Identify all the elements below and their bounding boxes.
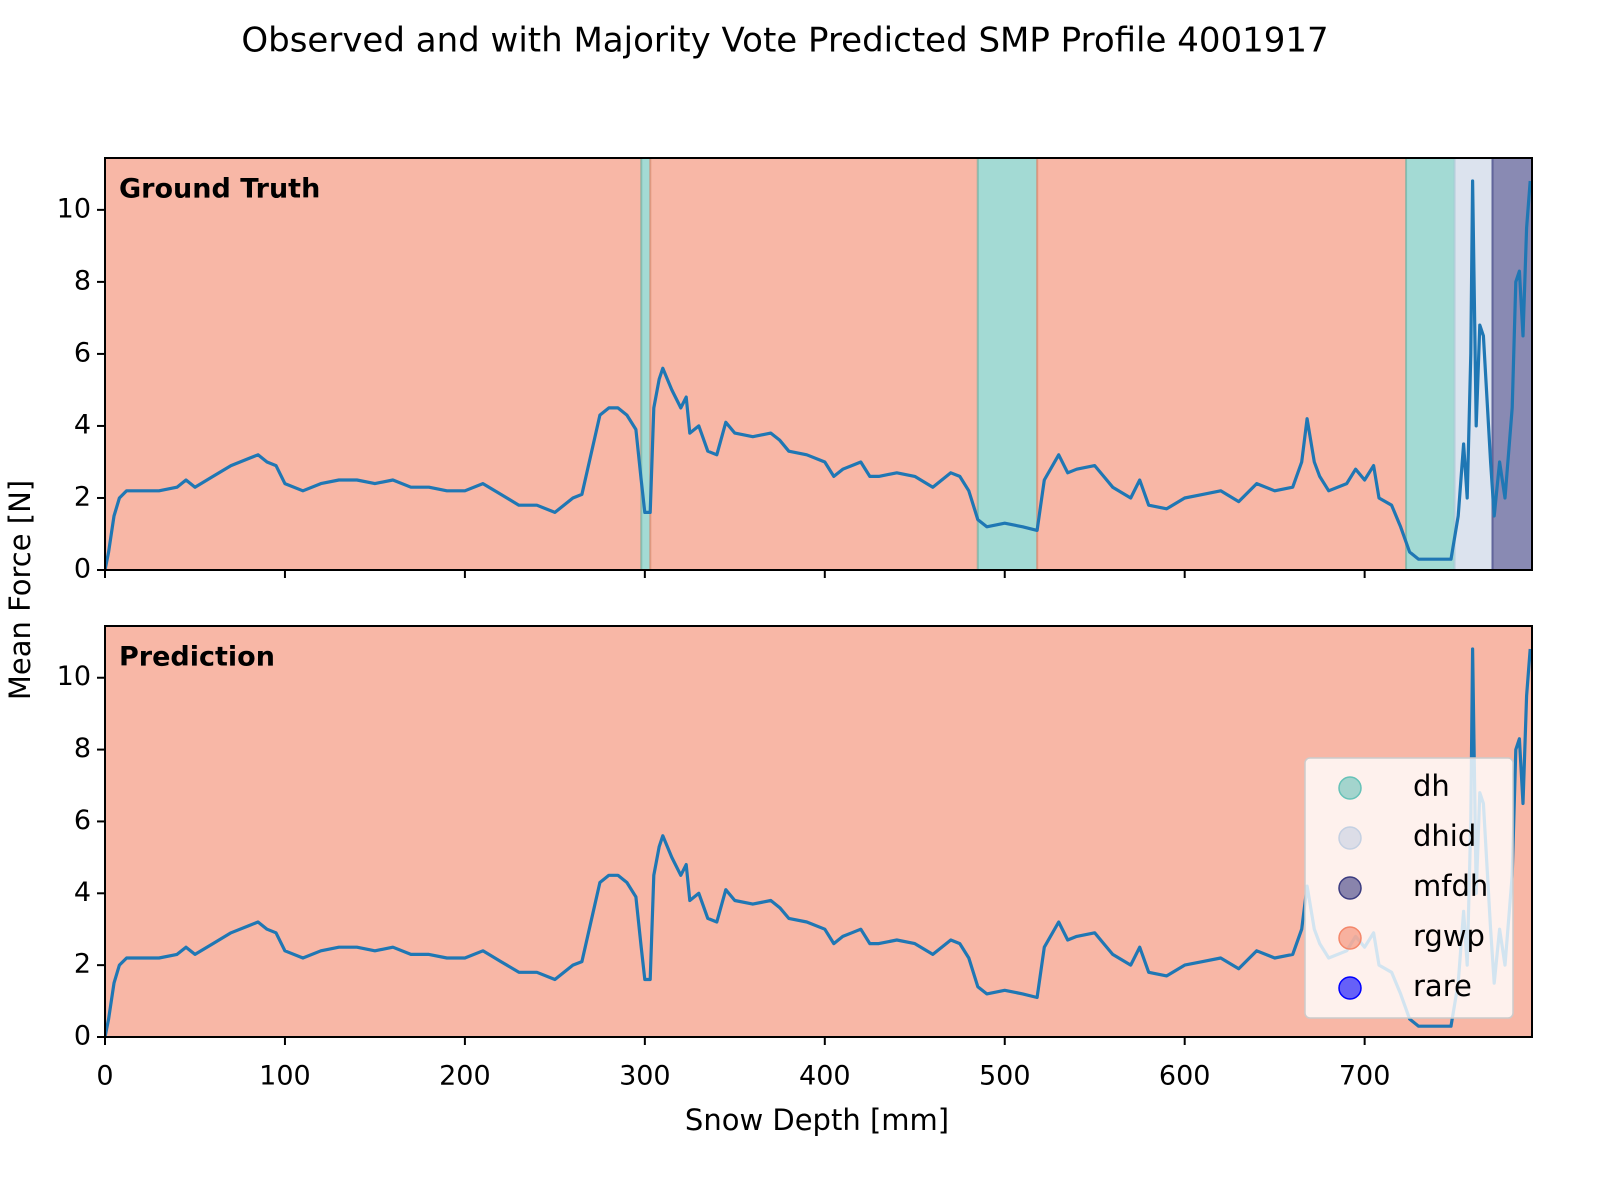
class-segment [976,158,1039,570]
legend-label: rare [1413,969,1472,1003]
y-tick-label: 6 [74,337,91,368]
x-tick-label: 400 [799,1061,851,1092]
class-segment [105,626,1532,1037]
y-tick-label: 8 [74,733,91,764]
y-tick-label: 0 [74,554,91,585]
legend-marker [1338,826,1362,850]
plot-area [105,626,1532,1037]
force-line [105,179,1532,570]
legend-label: mfdh [1413,869,1488,903]
panel-label: Prediction [119,642,275,673]
plot-area [105,158,1532,570]
y-tick-label: 0 [74,1021,91,1052]
class-segment [105,158,643,570]
x-tick-label: 300 [619,1061,671,1092]
legend-marker [1338,976,1362,1000]
axes-frame [104,625,1533,1038]
axes-frame [104,157,1533,571]
x-tick-label: 200 [439,1061,491,1092]
class-segment [649,158,979,570]
x-tick-label: 700 [1339,1061,1391,1092]
y-tick-label: 4 [74,877,91,908]
y-tick-label: 2 [74,481,91,512]
legend-marker [1338,926,1362,950]
legend-label: dh [1413,769,1450,803]
y-tick-label: 8 [74,265,91,296]
legend-label: rgwp [1413,919,1485,953]
y-axis-label: Mean Force [N] [3,480,37,700]
chart-title: Observed and with Majority Vote Predicte… [241,21,1328,61]
y-tick-label: 10 [57,661,91,692]
x-tick-label: 100 [259,1061,311,1092]
legend-label: dhid [1413,819,1476,853]
legend-marker [1338,876,1362,900]
x-tick-label: 600 [1159,1061,1211,1092]
class-segment [1405,158,1456,570]
x-tick-label: 0 [96,1061,113,1092]
x-axis-label: Snow Depth [mm] [685,1103,949,1137]
x-tick-label: 500 [979,1061,1031,1092]
class-segment [1036,158,1408,570]
panel-label: Ground Truth [119,174,320,205]
y-tick-label: 10 [57,193,91,224]
y-tick-label: 6 [74,805,91,836]
y-tick-label: 2 [74,949,91,980]
legend-box [1304,757,1514,1019]
y-tick-label: 4 [74,409,91,440]
legend-marker [1338,776,1362,800]
